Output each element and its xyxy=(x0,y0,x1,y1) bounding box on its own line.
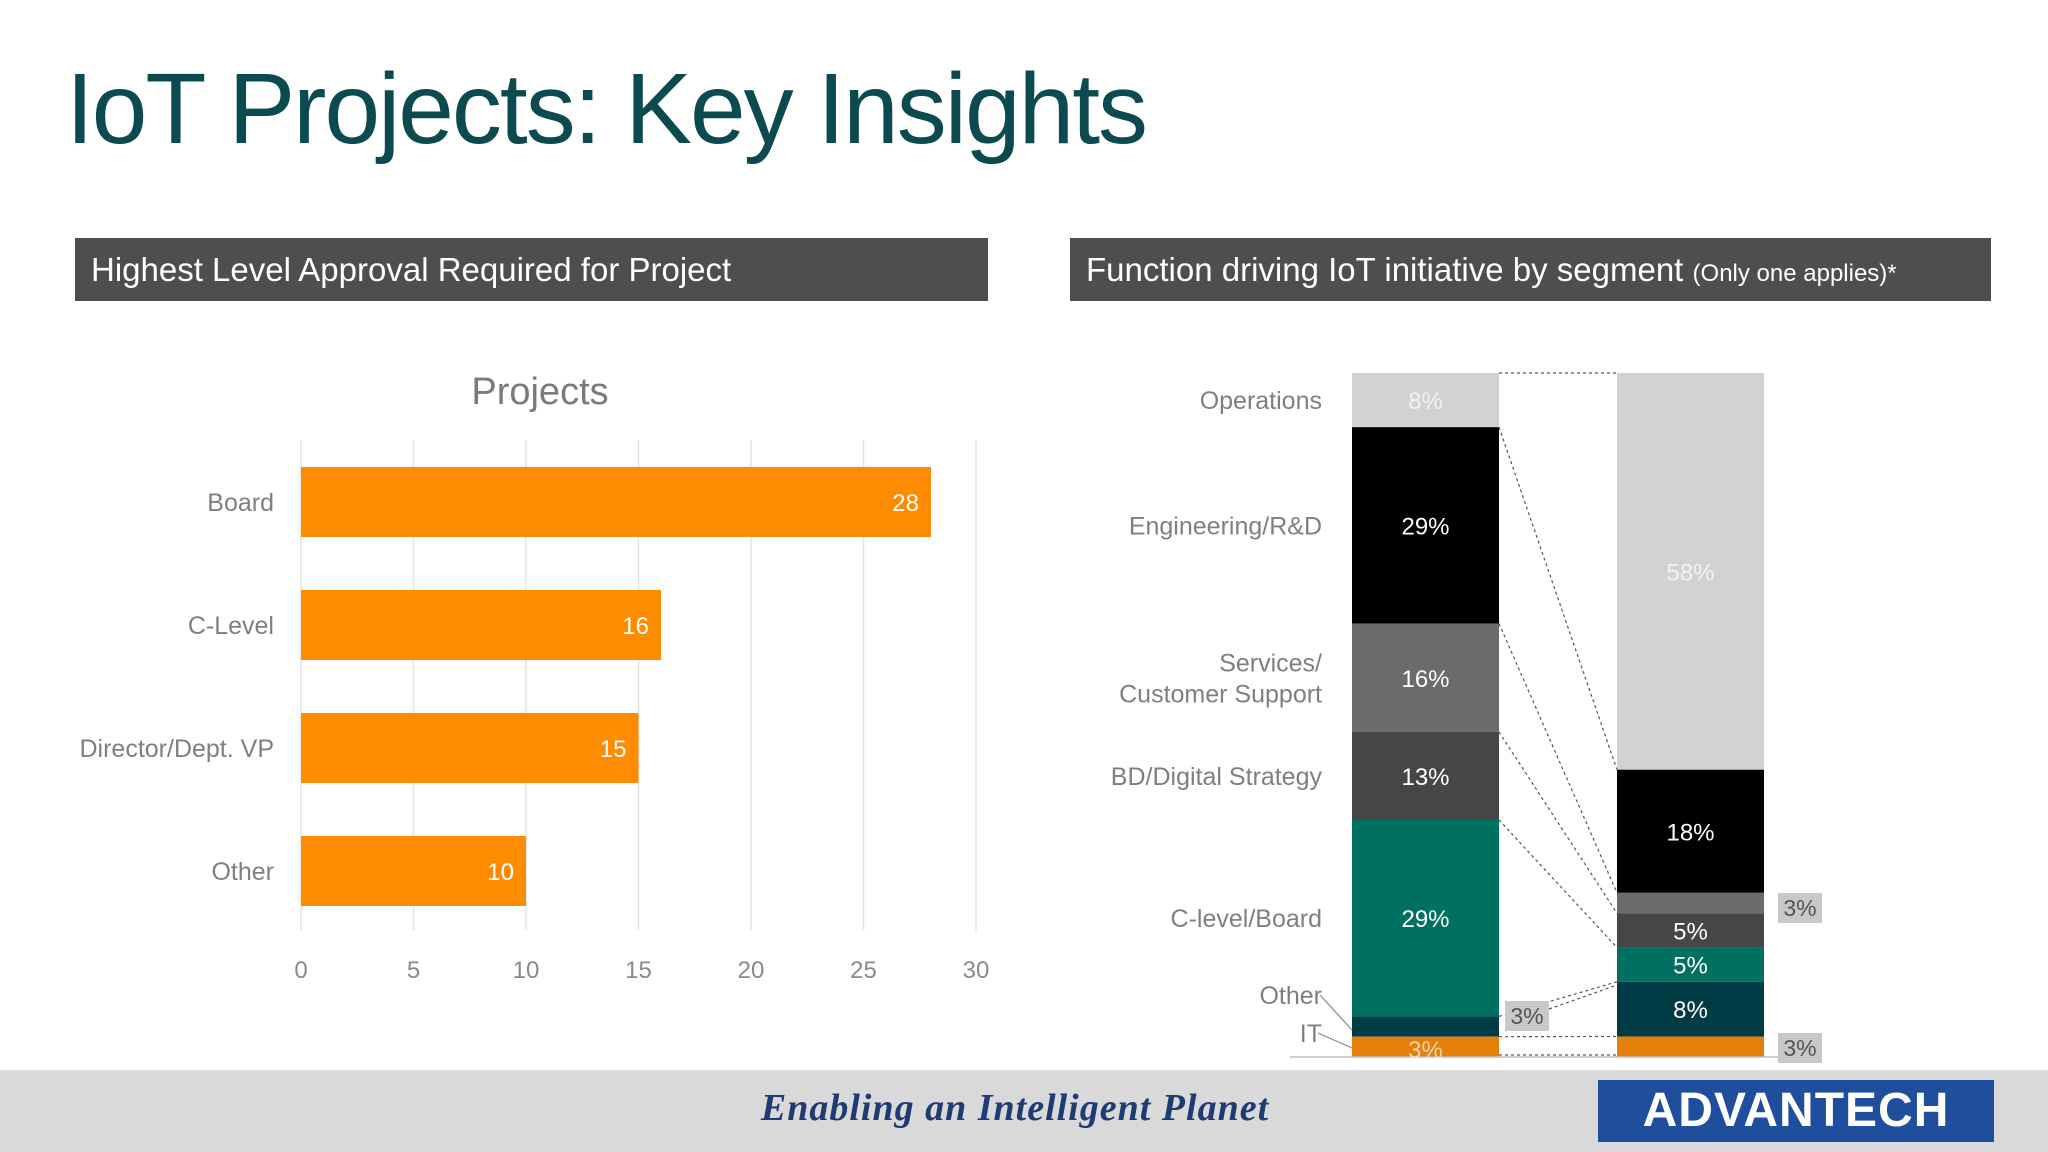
bar-3 xyxy=(301,836,526,906)
segment-bar1-4 xyxy=(1352,819,1499,1017)
connector-1 xyxy=(1498,426,1618,770)
callout-box2-2 xyxy=(1778,893,1822,923)
other-leader-line xyxy=(1319,994,1353,1031)
x-tick-label-1: 5 xyxy=(407,957,420,984)
connector-4 xyxy=(1498,819,1618,948)
segment-bar2-6 xyxy=(1617,1036,1764,1057)
series-label-line-2-0: Services/ xyxy=(1219,649,1322,677)
bar-value-label-2: 15 xyxy=(600,736,627,763)
series-label-6: IT xyxy=(1300,1020,1322,1048)
x-tick-label-6: 30 xyxy=(963,957,990,984)
segment-bar2-4 xyxy=(1617,947,1764,982)
x-tick-label-5: 25 xyxy=(850,957,877,984)
segment-label2-4: 5% xyxy=(1673,953,1708,980)
approval-section-header: Highest Level Approval Required for Proj… xyxy=(75,238,988,301)
category-label-0: Board xyxy=(207,489,274,517)
footer-tagline: Enabling an Intelligent Planet xyxy=(760,1087,1270,1129)
segment-bar1-5 xyxy=(1352,1016,1499,1037)
category-label-2: Director/Dept. VP xyxy=(79,735,274,763)
series-label-3: BD/Digital Strategy xyxy=(1111,763,1323,791)
advantech-logo: ADVANTECH xyxy=(1598,1080,1994,1142)
series-label-5: Other xyxy=(1259,982,1322,1010)
approval-header-label: Highest Level Approval Required for Proj… xyxy=(91,251,732,288)
segment-label2-5: 8% xyxy=(1673,997,1708,1024)
segment-label1-3: 13% xyxy=(1401,764,1449,791)
segment-label1-4: 29% xyxy=(1401,906,1449,933)
x-tick-label-0: 0 xyxy=(294,957,307,984)
function-segment-chart: 8% 29% 16% 13% 29% 3% 3% 58% 18% 3% 5% 5% 8% 3% Operat… xyxy=(1111,372,1822,1064)
function-header-note: (Only one applies)* xyxy=(1692,260,1897,287)
segment-bar1-0 xyxy=(1352,373,1499,428)
x-tick-label-4: 20 xyxy=(738,957,765,984)
segment-label1-2: 16% xyxy=(1401,666,1449,693)
series-label-0: Operations xyxy=(1200,387,1322,415)
series-label-2: Services/Customer Support xyxy=(1119,649,1322,708)
series-label-line-5-0: Other xyxy=(1259,982,1322,1010)
segment-label2-2: 3% xyxy=(1783,895,1816,921)
segment-label1-5: 3% xyxy=(1510,1003,1543,1029)
segment-bar1-1 xyxy=(1352,427,1499,624)
it-leader-line xyxy=(1317,1032,1353,1049)
segment-label2-6: 3% xyxy=(1783,1035,1816,1061)
series-label-line-6-0: IT xyxy=(1300,1020,1322,1048)
segment-bar2-3 xyxy=(1617,913,1764,948)
segment-bar1-6 xyxy=(1352,1036,1499,1057)
callout-box2-6 xyxy=(1778,1033,1822,1063)
connector-3 xyxy=(1498,731,1618,914)
series-label-line-3-0: BD/Digital Strategy xyxy=(1111,763,1323,791)
series-label-line-0-0: Operations xyxy=(1200,387,1322,415)
segment-bar2-0 xyxy=(1617,373,1764,770)
series-label-4: C-level/Board xyxy=(1171,905,1322,933)
segment-bar2-2 xyxy=(1617,892,1764,914)
segment-label1-6: 3% xyxy=(1408,1037,1443,1064)
segment-bar1-2 xyxy=(1352,623,1499,732)
series-label-line-4-0: C-level/Board xyxy=(1171,905,1322,933)
segment-bar2-5 xyxy=(1617,981,1764,1037)
segment-label1-0: 8% xyxy=(1408,388,1443,415)
callout-box1-5 xyxy=(1505,1001,1549,1031)
series-label-line-2-1: Customer Support xyxy=(1119,680,1322,708)
segment-label2-3: 5% xyxy=(1673,918,1708,945)
footer-bar: Enabling an Intelligent Planet ADVANTECH xyxy=(0,1070,2048,1152)
category-label-1: C-Level xyxy=(188,612,274,640)
callout-connector xyxy=(1548,984,1618,1010)
series-label-1: Engineering/R&D xyxy=(1129,512,1322,540)
x-tick-label-3: 15 xyxy=(625,957,652,984)
function-header-label: Function driving IoT initiative by segme… xyxy=(1086,251,1684,288)
bar-1 xyxy=(301,590,661,660)
bar-0 xyxy=(301,467,931,537)
x-tick-label-2: 10 xyxy=(513,957,540,984)
segment-label2-1: 18% xyxy=(1666,819,1714,846)
bar-chart-title: Projects xyxy=(471,371,608,413)
page-title: IoT Projects: Key Insights xyxy=(66,53,1148,165)
segment-label2-0: 58% xyxy=(1666,559,1714,586)
function-section-header: Function driving IoT initiative by segme… xyxy=(1070,238,1991,301)
bar-value-label-1: 16 xyxy=(622,613,649,640)
series-label-line-1-0: Engineering/R&D xyxy=(1129,512,1322,540)
segment-bar1-3 xyxy=(1352,731,1499,820)
category-label-3: Other xyxy=(211,858,274,886)
segment-label1-1: 29% xyxy=(1401,513,1449,540)
bar-value-label-3: 10 xyxy=(487,859,514,886)
connector-2 xyxy=(1498,623,1618,894)
bar-2 xyxy=(301,713,639,783)
bar-value-label-0: 28 xyxy=(892,490,919,517)
approval-bar-chart: Projects 0 5 10 15 20 25 30 28 Board 16 C-Level 15 Di… xyxy=(79,371,990,984)
segment-bar2-1 xyxy=(1617,769,1764,893)
